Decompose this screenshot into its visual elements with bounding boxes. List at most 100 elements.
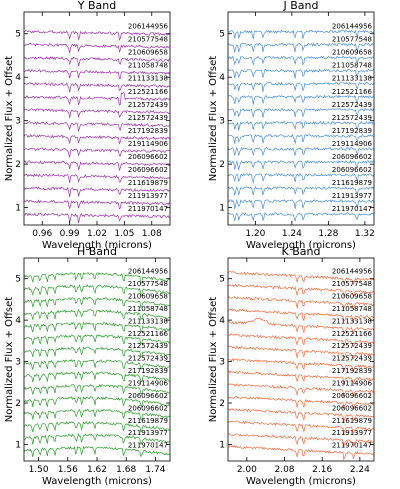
plot-frame bbox=[227, 257, 375, 462]
spectrum-line bbox=[23, 396, 171, 409]
star-id-label: 211970147 bbox=[332, 205, 372, 213]
star-id-label: 206096602 bbox=[332, 166, 372, 174]
panel-y-band: 206144956 210577548 210609658 211058748 2111… bbox=[4, 0, 171, 251]
y-tick-label: 2 bbox=[15, 399, 21, 409]
x-tick-label: 1.05 bbox=[114, 229, 134, 239]
spectrum-line bbox=[227, 120, 375, 131]
panel-h-band: 206144956 210577548 210609658 211058748 2111… bbox=[4, 245, 171, 487]
star-id-label: 211058748 bbox=[128, 305, 168, 313]
star-id-label: 211619879 bbox=[128, 417, 168, 425]
y-tick-label: 3 bbox=[15, 117, 21, 127]
spectrum-line bbox=[24, 92, 171, 106]
panel-title: H Band bbox=[77, 245, 117, 258]
spectrum-line bbox=[23, 383, 171, 396]
spectrum-line bbox=[23, 346, 171, 358]
star-id-label: 217192839 bbox=[332, 127, 372, 135]
spectrum-line bbox=[227, 317, 375, 336]
star-id-label: 211619879 bbox=[332, 179, 372, 187]
y-axis-label: Normalized Flux + Offset bbox=[208, 56, 219, 182]
star-id-label: 212572439 bbox=[332, 342, 372, 350]
panel-title: J Band bbox=[283, 0, 319, 12]
y-axis-label: Normalized Flux + Offset bbox=[208, 297, 219, 423]
star-id-label: 217192839 bbox=[128, 127, 168, 135]
spectrum-line bbox=[227, 81, 375, 92]
x-tick-label: 1.68 bbox=[116, 465, 136, 475]
spectrum-line bbox=[227, 68, 375, 79]
star-id-label: 211058748 bbox=[332, 62, 372, 70]
x-tick-label: 2.24 bbox=[350, 465, 370, 475]
star-id-label: 206144956 bbox=[128, 268, 169, 276]
star-id-label: 211970147 bbox=[332, 442, 372, 450]
star-id-label: 210577548 bbox=[332, 36, 372, 44]
y-tick-label: 5 bbox=[15, 275, 21, 285]
spectrum-line bbox=[23, 68, 171, 79]
x-tick-label: 1.62 bbox=[87, 465, 107, 475]
spectrum-line bbox=[23, 420, 171, 433]
panel-title: K Band bbox=[282, 245, 321, 258]
spectrum-line bbox=[23, 321, 171, 333]
star-id-label: 206096602 bbox=[128, 392, 168, 400]
spectrum-line bbox=[23, 82, 171, 93]
star-id-label: 211133138 bbox=[332, 75, 372, 83]
star-id-label: 210609658 bbox=[332, 49, 372, 57]
star-id-label: 211133138 bbox=[332, 317, 372, 325]
spectrum-line bbox=[227, 332, 375, 348]
spectrum-line bbox=[23, 284, 171, 297]
spectrum-line bbox=[23, 147, 170, 158]
spectrum-line bbox=[23, 212, 171, 223]
star-id-label: 211133138 bbox=[128, 75, 168, 83]
star-id-label: 212572439 bbox=[332, 114, 372, 122]
y-tick-label: 3 bbox=[15, 358, 21, 368]
spectrum-line bbox=[227, 408, 375, 423]
spectrum-line bbox=[227, 94, 375, 105]
star-id-label: 206096602 bbox=[332, 153, 372, 161]
panel-k-band: 206144956 210577548 210609658 211058748 2111… bbox=[208, 245, 375, 487]
star-id-label: 212572439 bbox=[128, 342, 168, 350]
y-tick-label: 4 bbox=[219, 73, 225, 83]
panel-title: Y Band bbox=[77, 0, 116, 12]
star-id-label: 206144956 bbox=[332, 23, 373, 31]
spectrum-line bbox=[23, 271, 170, 284]
star-id-label: 206096602 bbox=[128, 153, 168, 161]
star-id-label: 211058748 bbox=[332, 305, 372, 313]
spectrum-line bbox=[23, 445, 171, 458]
y-tick-label: 3 bbox=[219, 117, 225, 127]
spectrum-line bbox=[227, 186, 375, 196]
plot-frame bbox=[227, 11, 375, 226]
star-id-label: 211058748 bbox=[128, 62, 168, 70]
star-id-label: 206096602 bbox=[128, 404, 168, 412]
star-id-label: 211619879 bbox=[332, 417, 372, 425]
spectrum-line bbox=[227, 107, 375, 118]
star-id-label: 219114906 bbox=[332, 380, 373, 388]
y-tick-label: 1 bbox=[15, 204, 21, 214]
x-tick-label: 1.20 bbox=[245, 229, 265, 239]
star-id-label: 211913977 bbox=[332, 192, 372, 200]
star-id-label: 212521166 bbox=[128, 330, 169, 338]
x-tick-label: 1.28 bbox=[318, 229, 338, 239]
spectrum-line bbox=[23, 433, 171, 445]
y-tick-label: 2 bbox=[219, 399, 225, 409]
star-id-label: 212572439 bbox=[128, 114, 168, 122]
spectrum-line bbox=[227, 433, 375, 448]
spectrum-line bbox=[227, 357, 375, 373]
spectrum-line bbox=[227, 212, 375, 223]
star-id-label: 210577548 bbox=[128, 36, 168, 44]
star-id-label: 206144956 bbox=[332, 268, 373, 276]
star-id-label: 206096602 bbox=[332, 392, 372, 400]
y-tick-label: 4 bbox=[15, 316, 21, 326]
spectrum-line bbox=[23, 56, 171, 67]
y-tick-label: 1 bbox=[219, 204, 225, 214]
spectrum-line bbox=[23, 30, 171, 41]
y-tick-label: 5 bbox=[15, 30, 21, 40]
y-tick-label: 1 bbox=[219, 440, 225, 450]
spectrum-line bbox=[227, 395, 375, 411]
spectrum-line bbox=[23, 199, 171, 210]
spectrum-line bbox=[23, 296, 171, 309]
star-id-label: 206144956 bbox=[128, 23, 169, 31]
star-id-label: 219114906 bbox=[128, 140, 169, 148]
spectrum-line bbox=[227, 345, 375, 361]
star-id-label: 210609658 bbox=[128, 49, 168, 57]
star-id-label: 217192839 bbox=[332, 367, 372, 375]
spectrum-line bbox=[23, 334, 171, 345]
spectrum-line bbox=[23, 43, 171, 53]
